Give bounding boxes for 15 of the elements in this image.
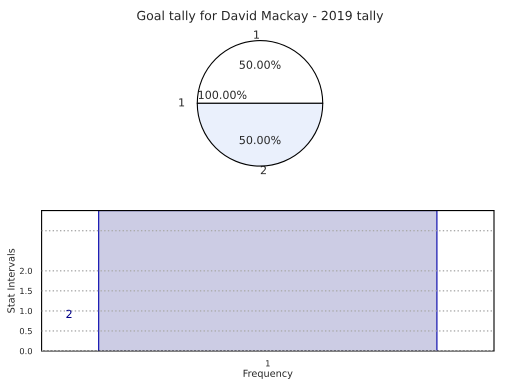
chart-title: Goal tally for David Mackay - 2019 tally <box>137 10 384 23</box>
slice-label: 2 <box>260 166 266 174</box>
y-tick-label: 1.0 <box>20 308 32 314</box>
data-label: 50.00% <box>240 60 281 69</box>
slice-label: 1 <box>179 98 184 106</box>
x-axis-title: Frequency <box>244 370 293 379</box>
y-tick-label: 0.5 <box>20 328 32 334</box>
data-label: 50.00% <box>240 136 281 144</box>
y-axis-title: Stat Intervals <box>7 248 15 313</box>
y-tick-label: 1.5 <box>20 288 32 294</box>
y-tick-label: 2.0 <box>20 268 32 274</box>
y-tick-label: 0.0 <box>20 348 32 354</box>
annotation: 2 <box>66 310 72 318</box>
slice-label: 1 <box>254 30 259 39</box>
text: 100.00% <box>198 90 246 100</box>
